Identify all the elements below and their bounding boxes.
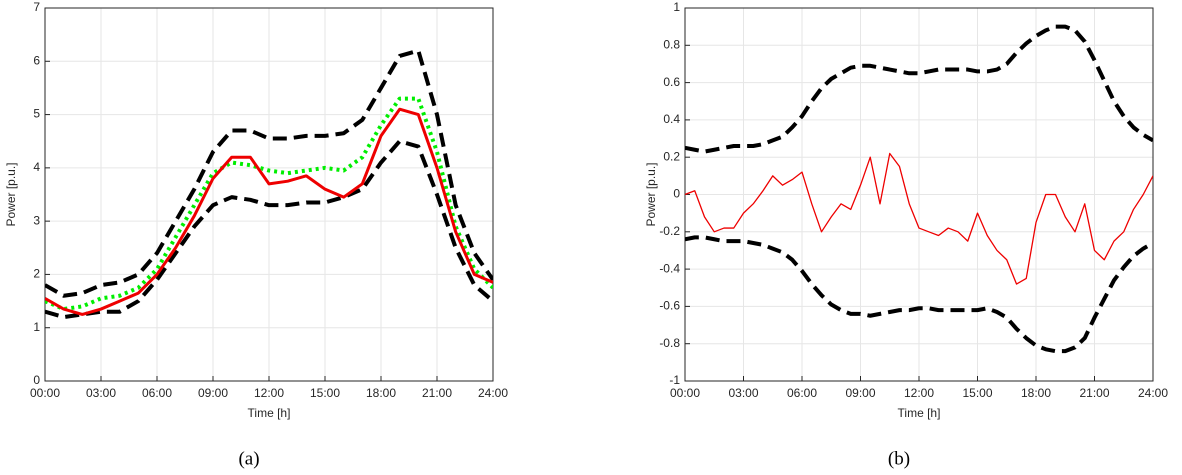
x-tick-label: 12:00 xyxy=(904,386,934,400)
caption: (a) xyxy=(238,448,259,469)
y-tick-label: -0.6 xyxy=(659,299,680,313)
x-tick-label: 00:00 xyxy=(30,386,60,400)
y-tick-label: 7 xyxy=(33,0,40,14)
y-tick-label: 3 xyxy=(33,213,40,227)
x-tick-label: 06:00 xyxy=(787,386,817,400)
y-tick-label: -1 xyxy=(669,373,680,387)
y-tick-label: 0 xyxy=(33,373,40,387)
series-line xyxy=(45,139,493,320)
x-tick-label: 09:00 xyxy=(845,386,875,400)
y-tick-label: 6 xyxy=(33,53,40,67)
x-tick-label: 21:00 xyxy=(1079,386,1109,400)
x-tick-label: 24:00 xyxy=(478,386,508,400)
x-tick-label: 06:00 xyxy=(142,386,172,400)
y-tick-label: 1 xyxy=(33,320,40,334)
y-tick-label: 0.2 xyxy=(663,149,680,163)
series-line xyxy=(45,96,493,312)
y-axis-label: Power [p.u.] xyxy=(4,162,18,226)
y-tick-label: 0.6 xyxy=(663,75,680,89)
x-tick-label: 15:00 xyxy=(962,386,992,400)
axes-box xyxy=(44,7,494,382)
series-line xyxy=(45,107,493,316)
x-tick-label: 24:00 xyxy=(1138,386,1168,400)
y-tick-label: -0.4 xyxy=(659,261,680,275)
x-tick-label: 21:00 xyxy=(422,386,452,400)
x-tick-label: 09:00 xyxy=(198,386,228,400)
x-tick-label: 03:00 xyxy=(728,386,758,400)
x-tick-label: 03:00 xyxy=(86,386,116,400)
x-tick-label: 00:00 xyxy=(670,386,700,400)
caption: (b) xyxy=(888,448,910,469)
y-tick-label: 2 xyxy=(33,267,40,281)
y-axis-label: Power [p.u.] xyxy=(644,162,658,226)
y-tick-label: 1 xyxy=(673,0,680,14)
series-line xyxy=(685,235,1153,354)
x-tick-label: 15:00 xyxy=(310,386,340,400)
x-axis-label: Time [h] xyxy=(898,406,941,420)
y-tick-label: 4 xyxy=(33,160,40,174)
y-tick-label: 5 xyxy=(33,107,40,121)
y-tick-label: -0.8 xyxy=(659,336,680,350)
x-tick-label: 18:00 xyxy=(1021,386,1051,400)
x-axis-label: Time [h] xyxy=(248,406,291,420)
y-tick-label: 0 xyxy=(673,187,680,201)
series-line xyxy=(685,152,1153,285)
y-tick-label: 0.8 xyxy=(663,37,680,51)
y-tick-label: -0.2 xyxy=(659,224,680,238)
x-tick-label: 12:00 xyxy=(254,386,284,400)
y-tick-label: 0.4 xyxy=(663,112,680,126)
x-tick-label: 18:00 xyxy=(366,386,396,400)
